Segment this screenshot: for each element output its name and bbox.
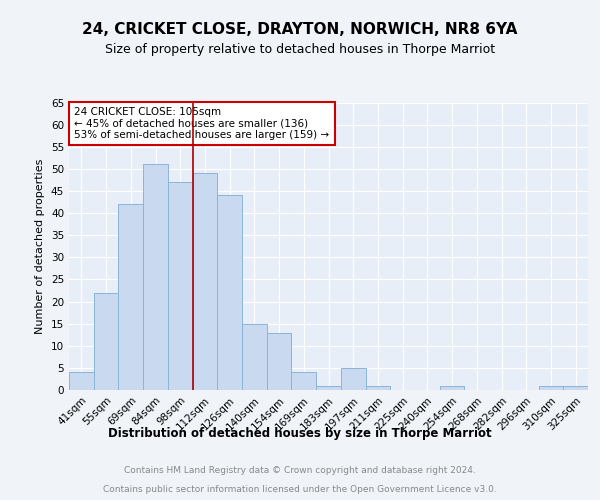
- Text: 24 CRICKET CLOSE: 105sqm
← 45% of detached houses are smaller (136)
53% of semi-: 24 CRICKET CLOSE: 105sqm ← 45% of detach…: [74, 107, 329, 140]
- Bar: [193, 174, 217, 390]
- Text: Size of property relative to detached houses in Thorpe Marriot: Size of property relative to detached ho…: [105, 42, 495, 56]
- Text: 24, CRICKET CLOSE, DRAYTON, NORWICH, NR8 6YA: 24, CRICKET CLOSE, DRAYTON, NORWICH, NR8…: [82, 22, 518, 38]
- Bar: [143, 164, 168, 390]
- Bar: [341, 368, 365, 390]
- Text: Distribution of detached houses by size in Thorpe Marriot: Distribution of detached houses by size …: [108, 428, 492, 440]
- Bar: [267, 332, 292, 390]
- Bar: [217, 196, 242, 390]
- Bar: [94, 292, 118, 390]
- Y-axis label: Number of detached properties: Number of detached properties: [35, 158, 46, 334]
- Text: Contains public sector information licensed under the Open Government Licence v3: Contains public sector information licen…: [103, 485, 497, 494]
- Bar: [365, 386, 390, 390]
- Bar: [69, 372, 94, 390]
- Bar: [168, 182, 193, 390]
- Bar: [316, 386, 341, 390]
- Bar: [242, 324, 267, 390]
- Text: Contains HM Land Registry data © Crown copyright and database right 2024.: Contains HM Land Registry data © Crown c…: [124, 466, 476, 475]
- Bar: [539, 386, 563, 390]
- Bar: [440, 386, 464, 390]
- Bar: [118, 204, 143, 390]
- Bar: [563, 386, 588, 390]
- Bar: [292, 372, 316, 390]
